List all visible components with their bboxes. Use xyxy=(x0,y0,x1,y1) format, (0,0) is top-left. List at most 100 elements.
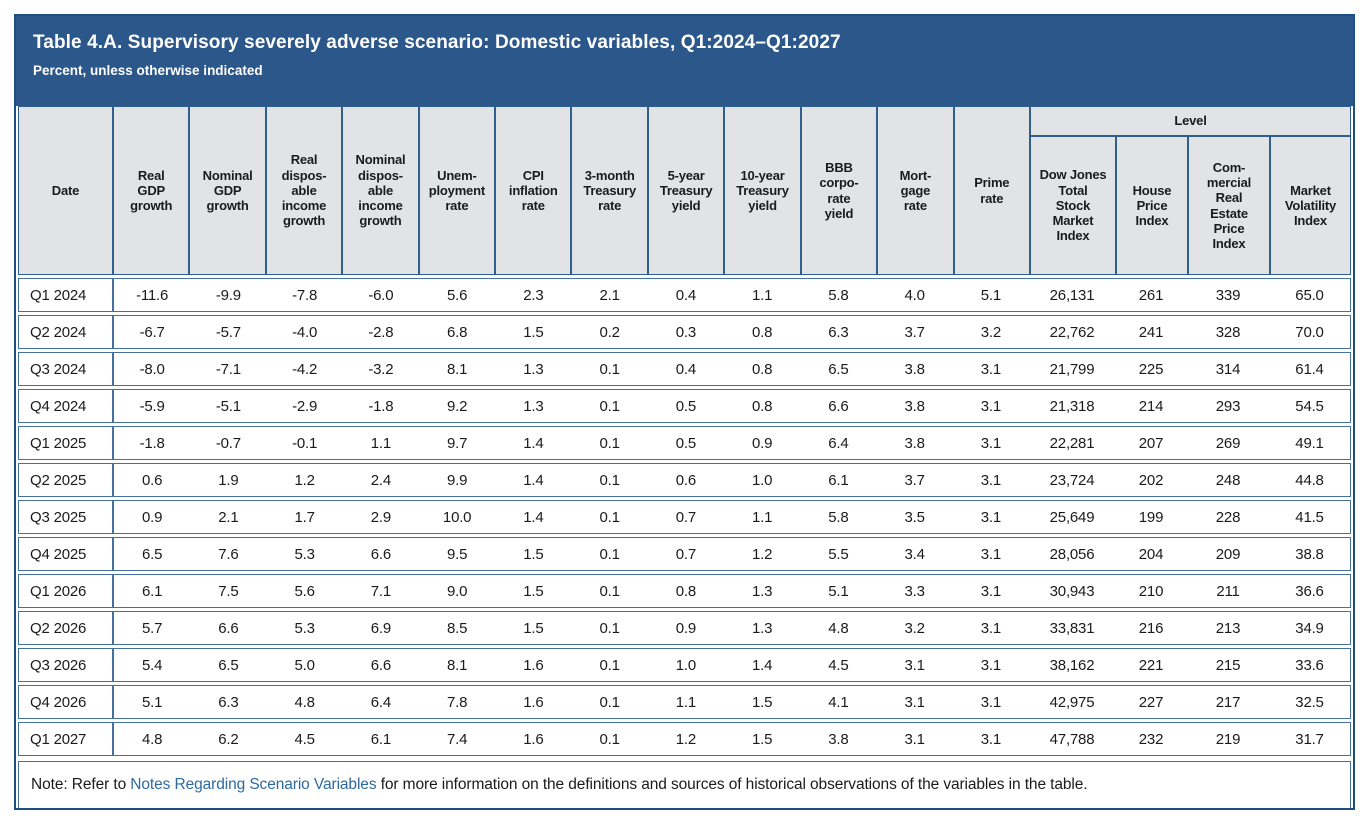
row-value: 0.8 xyxy=(751,323,773,341)
row-value: 1.3 xyxy=(523,360,544,378)
row-value: 5.1 xyxy=(141,693,163,711)
row-value: 5.8 xyxy=(828,286,849,304)
table-area: Date Real GDP growth Nominal GDP growth … xyxy=(16,106,1353,808)
table-row: Q3 2026 5.4 6.5 5.0 6.6 8.1 1.6 0.1 1.0 1.4 4.5 3.1… xyxy=(18,648,1351,682)
table-row: Q1 2026 6.1 7.5 5.6 7.1 9.0 1.5 0.1 0.8 1.3 5.1 3.3… xyxy=(18,574,1351,608)
row-value: 0.1 xyxy=(599,397,620,415)
row-value: 4.1 xyxy=(828,693,849,711)
row-value: -0.1 xyxy=(292,434,318,452)
row-value: 5.3 xyxy=(294,545,315,563)
row-value: 6.8 xyxy=(446,323,468,341)
row-value: 248 xyxy=(1215,471,1241,489)
row-value: 61.4 xyxy=(1295,360,1324,378)
row-value: 0.4 xyxy=(675,360,696,378)
table-title: Table 4.A. Supervisory severely adverse … xyxy=(33,32,841,53)
row-value: 23,724 xyxy=(1049,471,1095,489)
row-value: 7.8 xyxy=(446,693,468,711)
row-value: 6.6 xyxy=(370,656,391,674)
row-value: 3.1 xyxy=(904,656,925,674)
row-value: 211 xyxy=(1216,582,1240,600)
row-value: 0.7 xyxy=(675,545,696,563)
row-value: -7.8 xyxy=(292,286,318,304)
row-value: 0.1 xyxy=(599,693,620,711)
row-value: 38.8 xyxy=(1295,545,1324,563)
row-value: 1.4 xyxy=(523,434,544,452)
row-value: 1.6 xyxy=(523,730,544,748)
row-value: 6.5 xyxy=(218,656,239,674)
row-value: 9.5 xyxy=(446,545,468,563)
row-value: 216 xyxy=(1138,619,1164,637)
row-value: 3.2 xyxy=(904,619,925,637)
row-value: 6.2 xyxy=(218,730,239,748)
row-value: 1.3 xyxy=(751,619,773,637)
row-value: 32.5 xyxy=(1295,693,1324,711)
row-value: -7.1 xyxy=(215,360,241,378)
row-value: 28,056 xyxy=(1049,545,1095,563)
row-value: 215 xyxy=(1215,656,1241,674)
row-value: 1.6 xyxy=(523,656,544,674)
row-value: 10.0 xyxy=(442,508,472,526)
row-value: 5.6 xyxy=(446,286,468,304)
row-value: -9.9 xyxy=(215,286,241,304)
row-value: 36.6 xyxy=(1295,582,1324,600)
col-header-date: Date xyxy=(18,106,113,275)
table-subtitle: Percent, unless otherwise indicated xyxy=(33,63,263,78)
row-value: 3.8 xyxy=(904,434,925,452)
row-value: 213 xyxy=(1215,619,1241,637)
row-value: 3.1 xyxy=(980,582,1001,600)
row-date: Q3 2025 xyxy=(19,501,114,533)
row-value: 1.3 xyxy=(751,582,773,600)
row-value: 5.1 xyxy=(980,286,1001,304)
row-value: 1.5 xyxy=(523,323,544,341)
row-value: 0.3 xyxy=(675,323,696,341)
row-value: 3.1 xyxy=(904,693,925,711)
table-row: Q4 2026 5.1 6.3 4.8 6.4 7.8 1.6 0.1 1.1 1.5 4.1 3.1… xyxy=(18,685,1351,719)
row-value: 0.1 xyxy=(599,508,620,526)
row-date: Q4 2026 xyxy=(19,686,114,718)
row-value: 3.1 xyxy=(980,471,1001,489)
row-value: 5.8 xyxy=(828,508,849,526)
row-value: 1.5 xyxy=(751,693,773,711)
row-value: 7.1 xyxy=(370,582,391,600)
row-value: 5.4 xyxy=(141,656,163,674)
row-value: 3.1 xyxy=(980,693,1001,711)
row-value: 8.5 xyxy=(446,619,468,637)
row-value: 0.9 xyxy=(675,619,696,637)
row-value: 8.1 xyxy=(446,656,468,674)
row-value: 3.1 xyxy=(980,545,1001,563)
row-value: 3.4 xyxy=(904,545,925,563)
row-value: 1.1 xyxy=(751,508,773,526)
table-row: Q2 2025 0.6 1.9 1.2 2.4 9.9 1.4 0.1 0.6 1.0 6.1 3.7… xyxy=(18,463,1351,497)
row-value: 6.1 xyxy=(828,471,849,489)
row-date: Q4 2025 xyxy=(19,538,114,570)
row-value: 1.5 xyxy=(523,582,544,600)
row-value: 4.5 xyxy=(294,730,315,748)
row-date: Q2 2025 xyxy=(19,464,114,496)
row-value: 0.8 xyxy=(751,360,773,378)
row-value: 41.5 xyxy=(1295,508,1324,526)
row-value: 33.6 xyxy=(1295,656,1324,674)
row-date: Q3 2026 xyxy=(19,649,114,681)
col-header-nominal-gdp-growth: Nominal GDP growth xyxy=(189,106,266,275)
row-value: 4.0 xyxy=(904,286,925,304)
row-value: 5.1 xyxy=(828,582,849,600)
row-value: 25,649 xyxy=(1049,508,1095,526)
row-value: 30,943 xyxy=(1049,582,1095,600)
row-value: -0.7 xyxy=(215,434,241,452)
row-value: 6.5 xyxy=(828,360,849,378)
row-value: 1.5 xyxy=(751,730,773,748)
row-value: 9.2 xyxy=(446,397,468,415)
row-value: 210 xyxy=(1138,582,1164,600)
row-value: -4.0 xyxy=(292,323,318,341)
notes-regarding-scenario-variables-link[interactable]: Notes Regarding Scenario Variables xyxy=(130,776,377,793)
row-value: 221 xyxy=(1138,656,1164,674)
row-value: 6.1 xyxy=(370,730,391,748)
row-value: 228 xyxy=(1215,508,1241,526)
row-value: 0.2 xyxy=(599,323,620,341)
col-header-commercial-real-estate-price-index: Com- mercial Real Estate Price Index xyxy=(1187,136,1270,275)
note-prefix: Note: Refer to xyxy=(31,776,131,793)
row-value: 70.0 xyxy=(1295,323,1324,341)
row-value: 22,281 xyxy=(1049,434,1095,452)
row-value: 0.1 xyxy=(599,619,620,637)
row-value: 3.5 xyxy=(904,508,925,526)
